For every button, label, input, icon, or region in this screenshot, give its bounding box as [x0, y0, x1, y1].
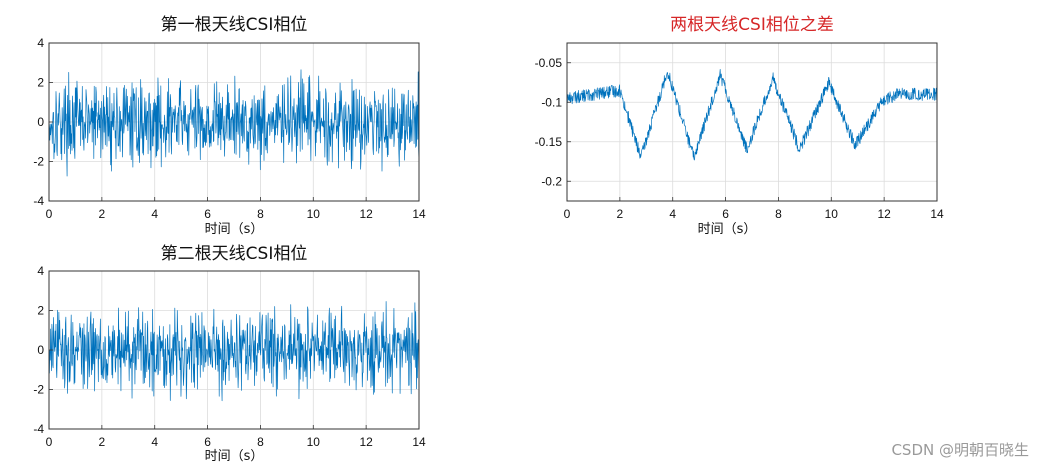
x-tick-label: 10 — [307, 435, 321, 449]
x-tick-label: 8 — [775, 207, 782, 221]
series-line — [48, 301, 420, 402]
chart-phase-difference: 两根天线CSI相位之差 0 2 4 6 8 10 12 14 -0.2 -0.15 -0.1 -0.0… — [535, 15, 944, 237]
y-tick-label: -0.05 — [535, 56, 563, 70]
x-tick-label: 6 — [722, 207, 729, 221]
x-tick-label: 14 — [412, 435, 426, 449]
y-tick-label: 0 — [37, 343, 44, 357]
x-tick-label: 6 — [204, 207, 211, 221]
x-tick-label: 12 — [877, 207, 891, 221]
x-tick-label: 12 — [359, 435, 373, 449]
x-tick-label: 14 — [412, 207, 426, 221]
x-tick-label: 8 — [257, 435, 264, 449]
x-axis-label: 时间（s） — [205, 222, 264, 237]
y-tick-label: 4 — [37, 36, 44, 50]
x-tick-label: 4 — [151, 435, 158, 449]
x-axis-label: 时间（s） — [205, 449, 264, 464]
x-tick-label: 4 — [669, 207, 676, 221]
x-tick-label: 10 — [825, 207, 839, 221]
y-tick-label: -0.15 — [535, 135, 563, 149]
x-tick-label: 0 — [564, 207, 571, 221]
series-line — [566, 69, 938, 161]
x-tick-label: 2 — [99, 207, 106, 221]
x-tick-label: 8 — [257, 207, 264, 221]
chart-antenna2-phase: 第二根天线CSI相位 0 2 4 6 8 10 12 14 -4 -2 0 2 4 时间（s） — [33, 244, 426, 464]
watermark: CSDN @明朝百晓生 — [891, 441, 1029, 459]
axes-frame — [566, 42, 938, 202]
x-tick-label: 12 — [359, 207, 373, 221]
chart-title: 第一根天线CSI相位 — [161, 15, 308, 35]
chart-antenna1-phase: 第一根天线CSI相位 0 2 4 6 8 10 12 14 -4 -2 0 2 4 时间（s） — [33, 15, 426, 237]
y-tick-label: -4 — [33, 422, 44, 436]
chart-title: 两根天线CSI相位之差 — [670, 15, 834, 35]
x-axis-label: 时间（s） — [698, 222, 757, 237]
y-tick-label: -0.2 — [541, 174, 562, 188]
y-tick-label: -4 — [33, 194, 44, 208]
x-tick-label: 14 — [930, 207, 944, 221]
y-tick-label: -0.1 — [541, 95, 562, 109]
y-tick-label: -2 — [33, 155, 44, 169]
chart-title: 第二根天线CSI相位 — [161, 244, 308, 264]
x-tick-label: 2 — [617, 207, 624, 221]
series-line — [48, 69, 420, 177]
x-tick-label: 6 — [204, 435, 211, 449]
x-tick-label: 10 — [307, 207, 321, 221]
y-tick-label: 4 — [37, 264, 44, 278]
x-tick-label: 0 — [46, 207, 53, 221]
y-tick-label: 0 — [37, 115, 44, 129]
y-tick-label: -2 — [33, 383, 44, 397]
x-tick-label: 0 — [46, 435, 53, 449]
y-tick-label: 2 — [37, 76, 44, 90]
x-tick-label: 2 — [99, 435, 106, 449]
x-tick-label: 4 — [151, 207, 158, 221]
y-tick-label: 2 — [37, 304, 44, 318]
